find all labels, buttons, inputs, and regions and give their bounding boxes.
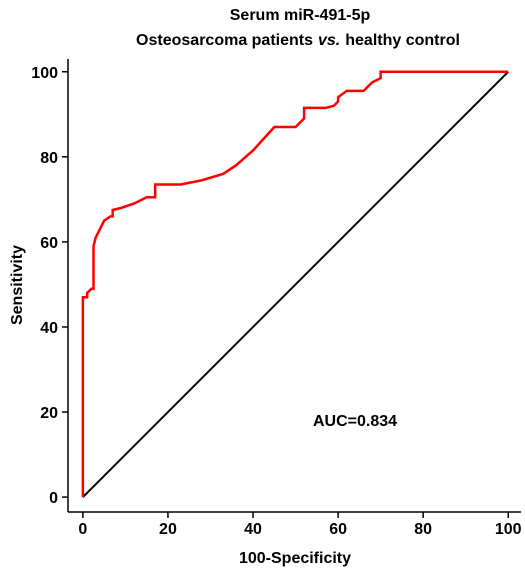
- subtitle-part: vs.: [318, 32, 340, 49]
- x-tick-label: 40: [244, 521, 262, 538]
- subtitle-part: healthy control: [345, 32, 460, 49]
- y-tick-label: 100: [31, 65, 58, 82]
- x-tick-label: 80: [414, 521, 432, 538]
- y-tick-label: 60: [40, 235, 58, 252]
- x-tick-label: 0: [78, 521, 87, 538]
- x-tick-label: 20: [159, 521, 177, 538]
- chart-subtitle: Osteosarcoma patients vs. healthy control: [136, 32, 460, 49]
- subtitle-part: Osteosarcoma patients: [136, 32, 313, 49]
- roc-curve: [81, 70, 509, 498]
- y-tick-label: 20: [40, 405, 58, 422]
- y-tick-label: 80: [40, 150, 58, 167]
- x-axis-label: 100-Specificity: [239, 550, 351, 567]
- x-tick-label: 100: [495, 521, 522, 538]
- x-tick-label: 60: [329, 521, 347, 538]
- y-tick-label: 0: [49, 490, 58, 507]
- y-axis-label: Sensitivity: [9, 245, 26, 325]
- y-tick-label: 40: [40, 320, 58, 337]
- reference-line: [82, 71, 509, 498]
- chart-title: Serum miR-491-5p: [230, 7, 371, 24]
- annotation: AUC=0.834: [313, 413, 397, 430]
